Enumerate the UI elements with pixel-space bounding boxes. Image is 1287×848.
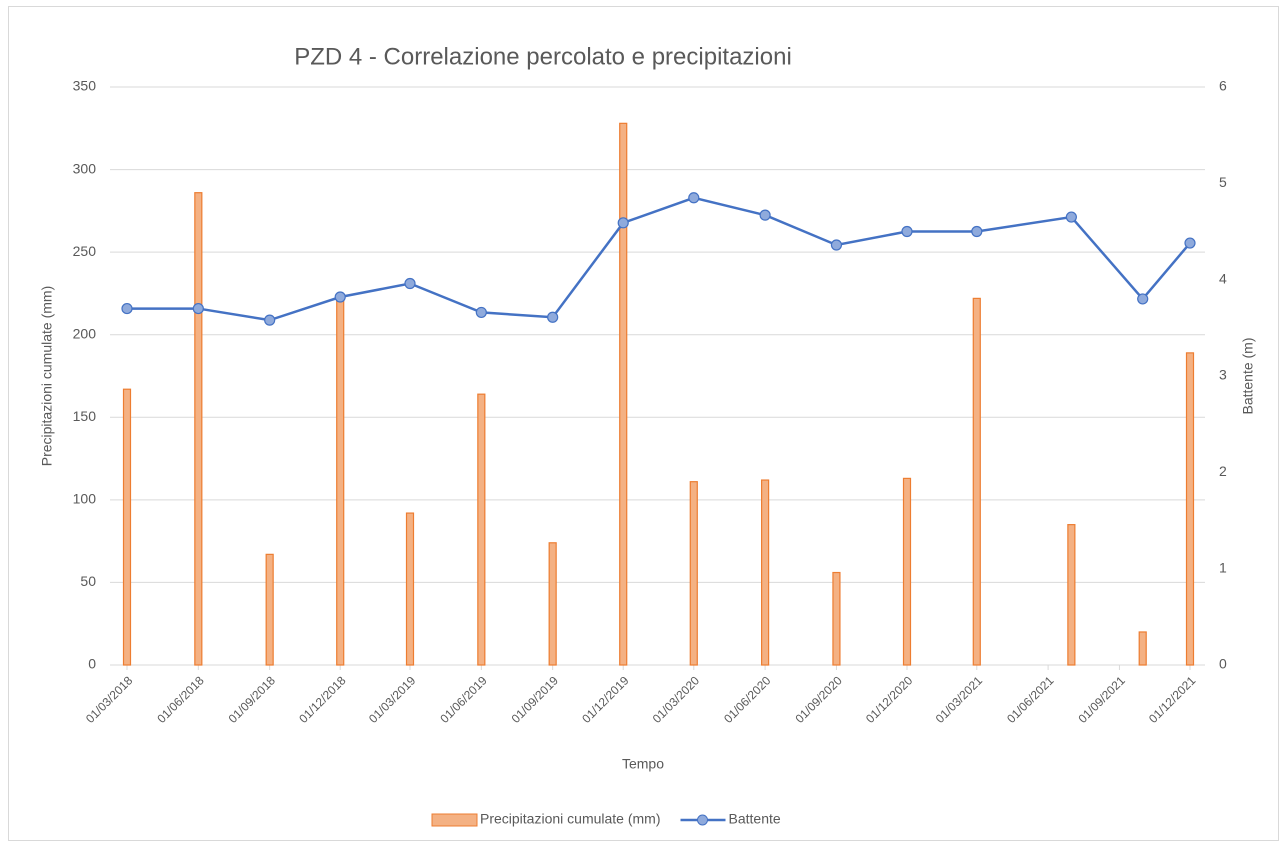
legend-label: Battente <box>729 811 781 827</box>
bar <box>1067 524 1076 666</box>
y2-tick-label: 6 <box>1219 78 1227 94</box>
line-marker <box>971 225 983 238</box>
legend-swatch <box>431 813 478 827</box>
bar <box>1138 631 1147 666</box>
bar <box>689 481 698 666</box>
line-marker <box>264 314 276 326</box>
line-marker <box>334 291 346 303</box>
y-tick-label: 50 <box>80 573 96 589</box>
bar <box>122 388 132 666</box>
line-marker <box>901 225 913 238</box>
line-marker <box>475 306 487 319</box>
line-marker <box>830 239 843 251</box>
y-tick-label: 100 <box>73 491 97 507</box>
y-axis-label: Precipitazioni cumulate (mm) <box>39 286 55 467</box>
y2-tick-label: 2 <box>1219 463 1227 479</box>
bar <box>336 297 345 666</box>
y2-tick-label: 4 <box>1219 270 1227 286</box>
y2-tick-label: 0 <box>1219 656 1227 672</box>
line-marker <box>617 217 629 229</box>
bar <box>832 571 841 666</box>
line-marker <box>121 302 133 315</box>
line-marker <box>547 311 559 323</box>
line-marker <box>1137 293 1149 305</box>
line-marker <box>1065 211 1077 223</box>
y2-tick-label: 1 <box>1219 559 1227 575</box>
y-tick-label: 150 <box>73 408 97 424</box>
bar <box>548 542 557 666</box>
bar <box>194 192 203 666</box>
bar <box>405 512 415 666</box>
chart-title: PZD 4 - Correlazione percolato e precipi… <box>294 43 792 70</box>
line-marker <box>192 302 204 315</box>
bar <box>1185 352 1195 666</box>
y-tick-label: 350 <box>73 78 97 94</box>
bar <box>972 297 981 666</box>
y2-tick-label: 3 <box>1219 367 1227 383</box>
line-marker <box>688 192 700 204</box>
bar <box>761 479 770 666</box>
line-marker <box>404 277 416 290</box>
y-tick-label: 200 <box>73 325 97 341</box>
line-marker <box>759 209 771 221</box>
y-tick-label: 300 <box>73 160 97 176</box>
legend-marker <box>697 814 708 826</box>
bar <box>619 122 628 666</box>
line <box>127 196 1191 322</box>
y2-tick-label: 5 <box>1219 174 1227 190</box>
line-marker <box>1184 237 1196 249</box>
bar <box>902 477 912 666</box>
legend-label: Precipitazioni cumulate (mm) <box>480 811 661 827</box>
y-tick-label: 250 <box>73 243 97 259</box>
chart-frame <box>8 6 1279 841</box>
x-axis-label: Tempo <box>622 756 664 772</box>
y-tick-label: 0 <box>88 656 96 672</box>
bar <box>265 553 274 666</box>
y2-axis-label: Battente (m) <box>1240 337 1256 414</box>
bar <box>477 393 486 666</box>
